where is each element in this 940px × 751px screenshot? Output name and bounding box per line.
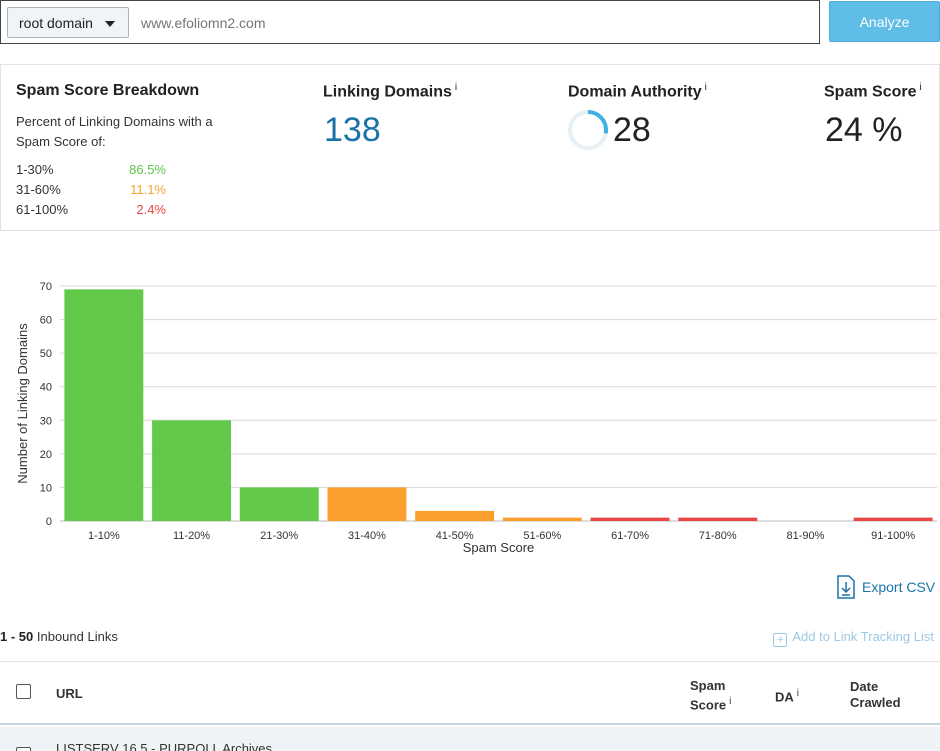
spam-score-chart-svg: 0 10 20 30 40 50 60 70 1-10% 11-20% 21-30% 31-40% 41… xyxy=(15,281,937,555)
domain-search-input[interactable] xyxy=(141,9,801,37)
x-tick-label: 51-60% xyxy=(523,530,561,542)
links-label: Inbound Links xyxy=(36,629,118,644)
breakdown-row-medium: 31-60% 11.1% xyxy=(16,182,166,202)
breakdown-value: 86.5% xyxy=(129,162,166,177)
date-header-line1: Date xyxy=(850,679,879,694)
breakdown-label: 1-30% xyxy=(16,162,54,177)
y-tick-label: 60 xyxy=(40,315,52,327)
bar xyxy=(853,517,933,521)
linking-domains-label: Linking Domains xyxy=(323,83,452,101)
x-tick-label: 61-70% xyxy=(611,530,649,542)
x-tick-label: 1-10% xyxy=(88,530,120,542)
linking-domains-title: Linking Domains i xyxy=(323,82,457,101)
spam-score-label: Spam Score xyxy=(824,83,917,101)
add-tracking-label: Add to Link Tracking List xyxy=(792,629,934,644)
bar xyxy=(678,517,758,521)
column-header-url[interactable]: URL xyxy=(56,686,83,701)
breakdown-value: 2.4% xyxy=(136,202,166,217)
bar xyxy=(239,487,319,521)
breakdown-value: 11.1% xyxy=(130,182,166,197)
row-url-title[interactable]: LISTSERV 16.5 - PURPOLL Archives xyxy=(56,741,273,751)
x-tick-label: 81-90% xyxy=(786,530,824,542)
column-header-da[interactable]: DA i xyxy=(775,686,799,705)
breakdown-row-high: 61-100% 2.4% xyxy=(16,202,166,222)
add-to-link-tracking-button[interactable]: + Add to Link Tracking List xyxy=(773,629,934,647)
da-header-label: DA xyxy=(775,689,794,705)
search-box: root domain xyxy=(0,0,820,44)
bar xyxy=(502,517,582,521)
domain-authority-label: Domain Authority xyxy=(568,83,702,101)
breakdown-label: 61-100% xyxy=(16,202,69,217)
y-tick-label: 10 xyxy=(40,482,52,494)
info-icon[interactable]: i xyxy=(454,82,458,93)
spam-breakdown-title: Spam Score Breakdown xyxy=(16,82,200,99)
column-header-date-crawled[interactable]: Date Crawled xyxy=(850,679,901,711)
domain-authority-title: Domain Authority i xyxy=(568,82,707,101)
y-axis-label: Number of Linking Domains xyxy=(15,323,30,484)
spam-score-chart: 0 10 20 30 40 50 60 70 1-10% 11-20% 21-30% 31-40% 41… xyxy=(0,268,940,558)
y-tick-label: 20 xyxy=(40,449,52,461)
date-header-line2: Crawled xyxy=(850,695,901,710)
x-tick-label: 41-50% xyxy=(436,530,474,542)
x-tick-label: 11-20% xyxy=(173,530,210,542)
breakdown-row-low: 1-30% 86.5% xyxy=(16,162,166,182)
x-tick-label: 21-30% xyxy=(260,530,298,542)
spam-header-line1: Spam xyxy=(690,678,726,693)
y-tick-label: 70 xyxy=(40,281,52,293)
plus-icon: + xyxy=(773,633,788,647)
caret-down-icon xyxy=(105,21,115,27)
y-tick-label: 30 xyxy=(40,415,52,427)
links-table-header: URL Spam Score i DA i Date Crawled xyxy=(0,661,940,725)
x-axis-label: Spam Score xyxy=(463,540,535,555)
select-all-checkbox[interactable] xyxy=(16,684,31,699)
bar xyxy=(152,420,232,521)
scope-dropdown-value: root domain xyxy=(19,15,93,31)
spam-score-value: 24 % xyxy=(825,111,903,149)
y-tick-label: 40 xyxy=(40,382,52,394)
y-tick-label: 0 xyxy=(46,516,52,528)
inbound-links-count: 1 - 50 Inbound Links xyxy=(0,629,118,644)
bar xyxy=(415,510,495,521)
spam-header-line2: Score xyxy=(690,697,727,713)
column-header-spam-score[interactable]: Spam Score i xyxy=(690,678,731,713)
search-bar: root domain Analyze xyxy=(0,0,940,44)
domain-authority-value: 28 xyxy=(613,111,651,149)
spam-score-title: Spam Score i xyxy=(824,82,922,101)
table-row[interactable]: LISTSERV 16.5 - PURPOLL Archives xyxy=(0,727,940,751)
export-csv-link[interactable]: Export CSV xyxy=(836,575,936,599)
spam-breakdown-subtitle: Percent of Linking Domains with a Spam S… xyxy=(16,114,213,149)
export-csv-label: Export CSV xyxy=(862,579,936,595)
analyze-button[interactable]: Analyze xyxy=(829,1,940,42)
domain-authority-ring-icon xyxy=(568,110,608,150)
row-checkbox[interactable] xyxy=(16,747,31,751)
links-range: 1 - 50 xyxy=(0,629,34,644)
info-icon[interactable]: i xyxy=(919,82,922,93)
info-icon[interactable]: i xyxy=(729,696,732,707)
bar xyxy=(590,517,670,521)
x-tick-label: 91-100% xyxy=(871,530,915,542)
download-file-icon xyxy=(837,575,855,599)
summary-panel: Spam Score Breakdown Percent of Linking … xyxy=(0,64,940,231)
breakdown-label: 31-60% xyxy=(16,182,61,197)
bar xyxy=(327,487,407,521)
info-icon[interactable]: i xyxy=(704,82,707,93)
scope-dropdown[interactable]: root domain xyxy=(7,7,129,38)
x-tick-label: 71-80% xyxy=(699,530,737,542)
y-tick-label: 50 xyxy=(40,348,52,360)
bar xyxy=(64,289,144,521)
x-tick-label: 31-40% xyxy=(348,530,386,542)
linking-domains-value: 138 xyxy=(324,111,381,149)
info-icon[interactable]: i xyxy=(796,688,800,699)
